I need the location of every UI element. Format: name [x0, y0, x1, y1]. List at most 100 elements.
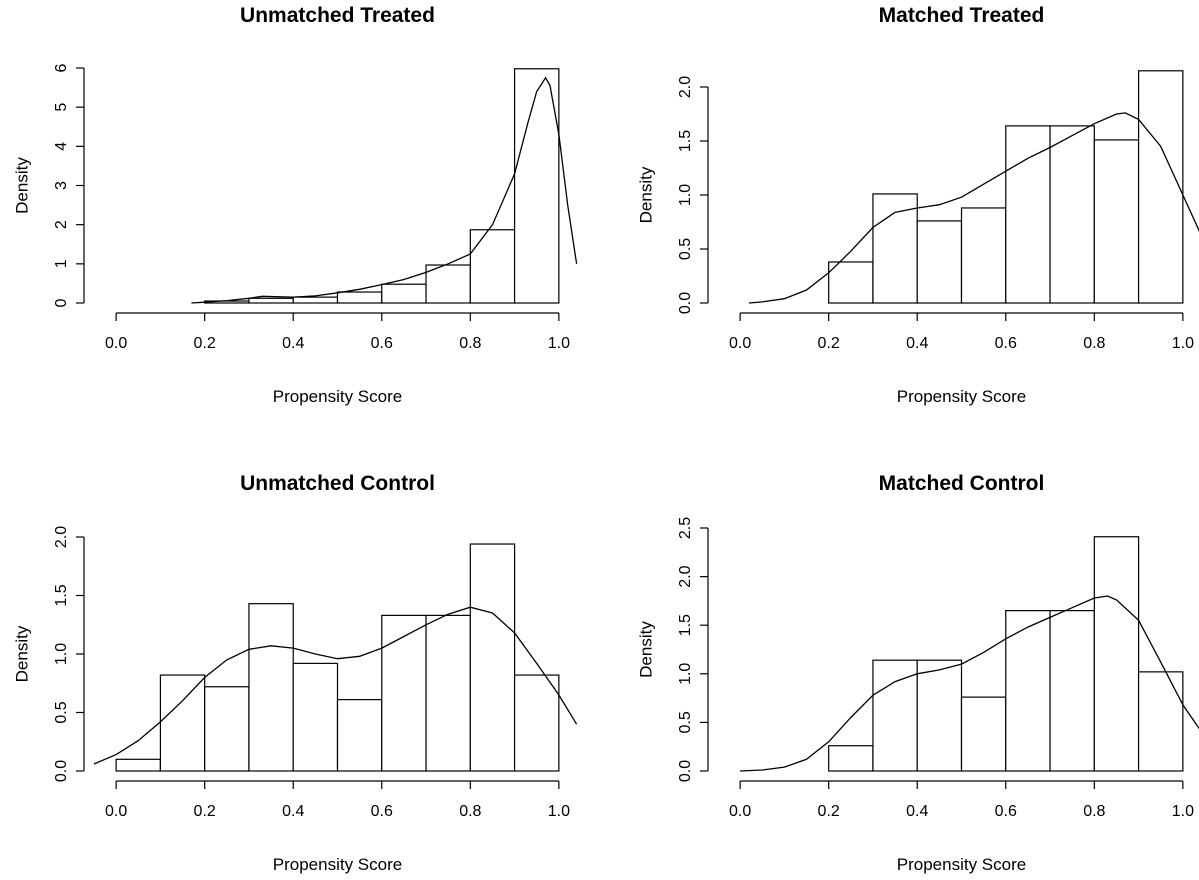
- x-tick-label: 1.0: [548, 335, 570, 352]
- histogram-bar: [115, 758, 162, 772]
- x-tick-label: 0.8: [459, 335, 481, 352]
- x-tick-label: 0.0: [729, 335, 751, 352]
- histogram-bar: [1137, 671, 1184, 772]
- histogram-bar: [336, 699, 383, 772]
- x-axis-label: Propensity Score: [897, 387, 1026, 406]
- histogram-bar: [248, 603, 294, 772]
- histogram-bar: [425, 264, 471, 304]
- x-tick-label: 0.6: [995, 803, 1017, 820]
- chart-title: Unmatched Control: [240, 472, 435, 495]
- y-tick-label: 1.5: [53, 584, 70, 606]
- x-axis-label: Propensity Score: [897, 855, 1026, 874]
- x-tick-label: 0.4: [906, 335, 928, 352]
- x-tick-label: 0.6: [371, 803, 393, 820]
- x-tick-label: 0.2: [194, 335, 216, 352]
- x-tick-label: 0.0: [729, 803, 751, 820]
- histogram-bar: [828, 745, 874, 772]
- histogram-bar: [336, 291, 383, 304]
- density-curve: [93, 606, 578, 765]
- histogram-bar: [828, 261, 874, 304]
- histogram-bar: [159, 674, 206, 772]
- y-tick-label: 5: [53, 103, 70, 112]
- x-tick-label: 0.8: [1083, 335, 1105, 352]
- x-tick-label: 0.8: [1083, 803, 1105, 820]
- x-tick-label: 0.6: [371, 335, 393, 352]
- density-curve: [191, 76, 578, 304]
- y-tick-label: 0.5: [53, 701, 70, 723]
- panel-unmatched-treated: Unmatched Treated 0.0 0.2 0.4 0.6 0.8 1.0 Prope…: [12, 4, 578, 406]
- y-tick-label: 2: [53, 220, 70, 229]
- y-tick-label: 1.5: [677, 614, 694, 636]
- y-tick-label: 0.5: [677, 238, 694, 260]
- histogram-bar: [381, 614, 427, 772]
- histogram-bar: [1093, 139, 1140, 304]
- x-tick-label: 0.2: [818, 803, 840, 820]
- x-axis-label: Propensity Score: [273, 387, 402, 406]
- histogram-bar: [1049, 125, 1095, 304]
- density-curve: [740, 595, 1199, 772]
- histogram-bar: [916, 220, 963, 304]
- y-tick-label: 6: [53, 63, 70, 72]
- y-axis-label: Density: [12, 157, 31, 214]
- y-tick-label: 2.5: [677, 517, 694, 539]
- histogram-bar: [292, 296, 339, 304]
- histogram-bar: [1005, 125, 1051, 304]
- x-axis-label: Propensity Score: [273, 855, 402, 874]
- y-tick-label: 1.0: [677, 663, 694, 685]
- y-tick-label: 0: [53, 298, 70, 307]
- histogram-bar: [292, 662, 339, 772]
- chart-title: Unmatched Treated: [240, 4, 435, 27]
- x-tick-label: 0.0: [105, 803, 127, 820]
- y-tick-label: 1.0: [53, 643, 70, 665]
- histogram-bar: [1093, 536, 1140, 772]
- y-tick-label: 1: [53, 259, 70, 268]
- histogram-bar: [960, 207, 1007, 304]
- chart-title: Matched Control: [879, 472, 1045, 495]
- histogram-bar: [513, 68, 560, 304]
- x-tick-label: 0.2: [194, 803, 216, 820]
- y-tick-label: 0.5: [677, 711, 694, 733]
- y-tick-label: 0.0: [677, 760, 694, 782]
- y-tick-label: 2.0: [53, 526, 70, 548]
- x-tick-label: 0.2: [818, 335, 840, 352]
- y-tick-label: 1.5: [677, 130, 694, 152]
- histogram-bar: [1005, 610, 1051, 772]
- y-tick-label: 4: [53, 142, 70, 151]
- x-tick-label: 1.0: [548, 803, 570, 820]
- panel-matched-control: Matched Control 0.0 0.2 0.4 0.6 0.8 1.0 Propens…: [636, 472, 1199, 874]
- y-axis-label: Density: [636, 621, 655, 678]
- x-tick-label: 0.4: [906, 803, 928, 820]
- y-axis-label: Density: [12, 625, 31, 682]
- x-tick-label: 0.4: [282, 803, 304, 820]
- y-axis-label: Density: [636, 166, 655, 223]
- histogram-bar: [960, 696, 1007, 772]
- histogram-bar: [916, 659, 963, 772]
- y-tick-label: 0.0: [677, 292, 694, 314]
- histogram-bar: [469, 543, 516, 772]
- histogram-bar: [381, 283, 427, 304]
- histogram-bar: [872, 659, 918, 772]
- histogram-bar: [248, 297, 294, 304]
- histogram-bar: [1049, 610, 1095, 772]
- y-tick-label: 2.0: [677, 565, 694, 587]
- y-tick-label: 1.0: [677, 184, 694, 206]
- y-tick-label: 0.0: [53, 760, 70, 782]
- histogram-bar: [513, 674, 560, 772]
- y-tick-label: 3: [53, 181, 70, 190]
- chart-title: Matched Treated: [879, 4, 1045, 27]
- panel-unmatched-control: Unmatched Control 0.0 0.2 0.4 0.6 0.8 1.0 Prope…: [12, 472, 578, 874]
- y-tick-label: 2.0: [677, 76, 694, 98]
- x-tick-label: 0.0: [105, 335, 127, 352]
- x-tick-label: 0.8: [459, 803, 481, 820]
- histogram-bar: [872, 193, 918, 304]
- x-tick-label: 1.0: [1172, 803, 1194, 820]
- histogram-bar: [469, 229, 516, 304]
- histogram-bar: [1137, 70, 1184, 304]
- panel-matched-treated: Matched Treated 0.0 0.2 0.4 0.6 0.8 1.0 Propens…: [636, 4, 1199, 406]
- density-curve: [748, 112, 1199, 304]
- x-tick-label: 1.0: [1172, 335, 1194, 352]
- histogram-bar: [425, 614, 471, 772]
- histogram-bar: [204, 686, 250, 772]
- x-tick-label: 0.6: [995, 335, 1017, 352]
